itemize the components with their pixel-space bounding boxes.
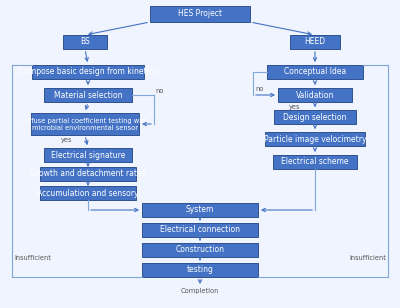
Text: no: no [156,88,164,94]
Text: Electrical signature: Electrical signature [51,151,125,160]
Text: HES Project: HES Project [178,10,222,18]
Text: Electrical scheme: Electrical scheme [281,157,349,167]
FancyBboxPatch shape [40,167,136,181]
Text: HEED: HEED [304,38,326,47]
FancyBboxPatch shape [267,65,363,79]
FancyBboxPatch shape [274,110,356,124]
Text: testing: testing [186,265,214,274]
Text: Accumulation and sensory: Accumulation and sensory [37,188,139,197]
Text: yes: yes [289,104,301,110]
Text: yes: yes [61,137,73,143]
FancyBboxPatch shape [32,65,144,79]
Text: Growth and detachment rates: Growth and detachment rates [30,169,146,179]
Text: Compose basic design from kinetics: Compose basic design from kinetics [19,67,157,76]
FancyBboxPatch shape [142,243,258,257]
FancyBboxPatch shape [40,186,136,200]
FancyBboxPatch shape [142,263,258,277]
Text: Validation: Validation [296,91,334,99]
FancyBboxPatch shape [150,6,250,22]
FancyBboxPatch shape [44,88,132,102]
Text: Particle image velocimetry: Particle image velocimetry [264,135,366,144]
FancyBboxPatch shape [265,132,365,146]
FancyBboxPatch shape [44,148,132,162]
FancyBboxPatch shape [290,35,340,49]
FancyBboxPatch shape [278,88,352,102]
FancyBboxPatch shape [273,155,357,169]
Text: Completion: Completion [181,288,219,294]
Text: Insufficient: Insufficient [14,255,51,261]
FancyBboxPatch shape [31,113,139,135]
Text: Material selection: Material selection [54,91,122,99]
Text: no: no [256,86,264,92]
Text: Construction: Construction [176,245,224,254]
Text: Electrical connection: Electrical connection [160,225,240,234]
FancyBboxPatch shape [142,223,258,237]
Text: Diffuse partial coefficient testing with
microbial environmental sensor: Diffuse partial coefficient testing with… [22,117,148,131]
Text: Design selection: Design selection [283,112,347,121]
FancyBboxPatch shape [142,203,258,217]
Text: BS: BS [80,38,90,47]
Text: Insufficient: Insufficient [349,255,386,261]
FancyBboxPatch shape [63,35,107,49]
Text: Conceptual Idea: Conceptual Idea [284,67,346,76]
Text: System: System [186,205,214,214]
